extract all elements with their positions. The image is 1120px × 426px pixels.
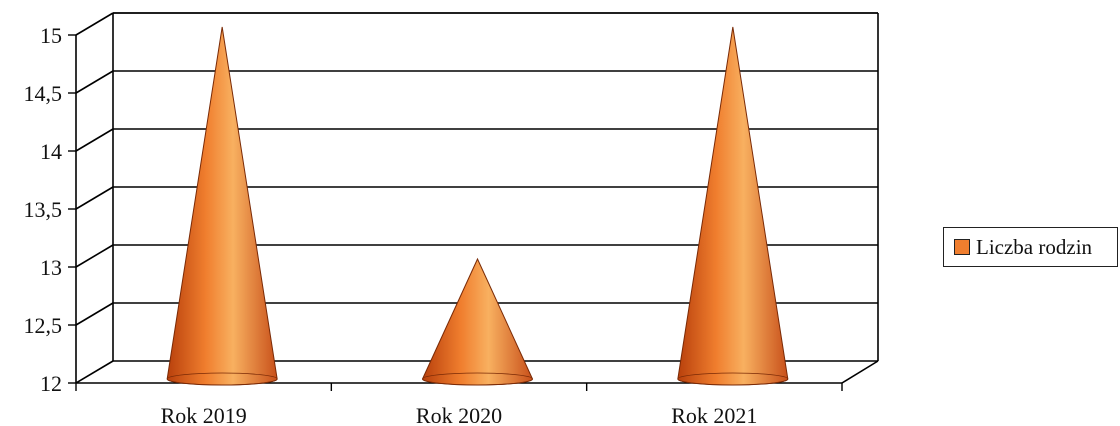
cone-body: [677, 26, 789, 386]
x-tick-label: Rok 2020: [416, 403, 502, 426]
cone-body: [421, 257, 534, 386]
gridline-side: [75, 360, 114, 384]
cone-base: [166, 372, 278, 386]
y-tick-label: 15: [40, 23, 62, 48]
cone-body: [166, 26, 278, 386]
y-axis: 12 12,5 13 13,5 14 14,5 15: [24, 23, 76, 396]
gridline-side: [75, 70, 114, 94]
y-tick-label: 14: [40, 139, 62, 164]
y-tick-label: 14,5: [24, 81, 63, 106]
cone-base: [677, 372, 789, 386]
cone-base: [422, 372, 533, 386]
y-tick-label: 13,5: [24, 197, 63, 222]
x-tick-label: Rok 2019: [161, 403, 247, 426]
gridline-side: [75, 302, 114, 326]
y-tick-label: 12,5: [24, 313, 63, 338]
gridline-side: [75, 12, 114, 36]
legend-swatch: [954, 239, 970, 255]
legend-label: Liczba rodzin: [976, 234, 1093, 259]
x-tick-label: Rok 2021: [671, 403, 757, 426]
cone-bar: [166, 26, 278, 386]
x-axis: Rok 2019 Rok 2020 Rok 2021: [75, 383, 843, 426]
gridline-side: [75, 244, 114, 268]
legend: Liczba rodzin: [943, 227, 1118, 267]
cone-series: [166, 26, 789, 386]
gridline-side: [75, 186, 114, 210]
gridline-side: [75, 128, 114, 152]
y-tick-label: 13: [40, 255, 62, 280]
floor-right: [841, 360, 879, 384]
cone-bar: [677, 26, 789, 386]
cone-bar: [421, 257, 534, 386]
y-tick-label: 12: [40, 371, 62, 396]
